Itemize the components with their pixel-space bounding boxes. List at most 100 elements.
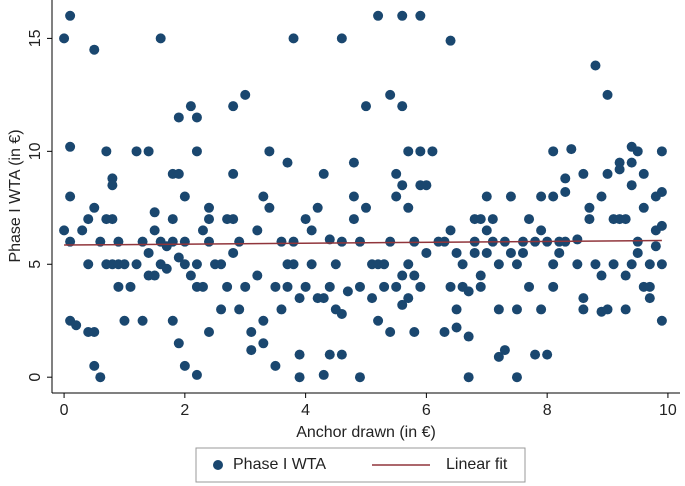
point [173, 168, 184, 179]
point [77, 225, 88, 236]
point [318, 369, 329, 380]
x-tick-label: 8 [543, 402, 552, 419]
point [632, 247, 643, 258]
point [191, 259, 202, 270]
x-tick-label: 2 [180, 402, 189, 419]
point [282, 157, 293, 168]
point [348, 157, 359, 168]
point [578, 293, 589, 304]
point [409, 270, 420, 281]
point [258, 338, 269, 349]
point [638, 202, 649, 213]
point [445, 225, 456, 236]
x-tick-label: 6 [422, 402, 431, 419]
point [536, 225, 547, 236]
point [318, 293, 329, 304]
point [336, 308, 347, 319]
legend-box [195, 447, 526, 483]
point [276, 236, 287, 247]
point [300, 214, 311, 225]
point [445, 35, 456, 46]
point [204, 202, 214, 213]
point [644, 259, 655, 270]
point [403, 146, 414, 157]
point [240, 89, 251, 100]
point [415, 146, 426, 157]
point [409, 327, 420, 338]
point [397, 270, 408, 281]
point [602, 168, 613, 179]
point [252, 270, 263, 281]
point [602, 304, 613, 315]
point [179, 236, 190, 247]
point [638, 168, 649, 179]
point [632, 146, 643, 157]
point [161, 263, 172, 274]
point [391, 191, 402, 202]
point [554, 247, 565, 258]
point [191, 146, 202, 157]
point [191, 112, 202, 123]
legend-label: Phase I WTA [233, 456, 326, 473]
point [324, 234, 335, 245]
point [379, 281, 390, 292]
point [264, 202, 275, 213]
point [451, 247, 462, 258]
point [282, 281, 293, 292]
point [596, 191, 607, 202]
point [143, 146, 154, 157]
point [632, 236, 643, 247]
point [596, 270, 607, 281]
point [584, 202, 595, 213]
point [445, 281, 456, 292]
point [463, 286, 474, 297]
point [397, 180, 408, 191]
point [336, 236, 347, 247]
point [354, 372, 365, 383]
point [258, 315, 269, 326]
point [566, 144, 577, 155]
point [620, 214, 631, 225]
point [560, 173, 571, 184]
point [101, 146, 112, 157]
point [530, 349, 541, 360]
point [306, 225, 317, 236]
y-tick-label: 10 [27, 142, 44, 160]
point [264, 146, 275, 157]
point [173, 252, 184, 263]
x-axis-label: Anchor drawn (in €) [296, 424, 436, 441]
point [149, 207, 160, 218]
point [590, 60, 601, 71]
point [149, 270, 160, 281]
x-tick-label: 0 [60, 402, 69, 419]
x-tick-label: 4 [301, 402, 310, 419]
point [288, 236, 299, 247]
point [197, 281, 208, 292]
point [373, 10, 384, 21]
point [179, 360, 190, 371]
point [173, 112, 184, 123]
point [258, 191, 269, 202]
point [560, 186, 571, 197]
point [324, 349, 335, 360]
point [89, 360, 100, 371]
point [288, 259, 299, 270]
point [185, 101, 196, 112]
point [644, 293, 655, 304]
point [149, 225, 160, 236]
point [650, 241, 661, 252]
point [228, 168, 239, 179]
point [294, 372, 305, 383]
point [173, 338, 184, 349]
point [451, 304, 462, 315]
point [548, 259, 559, 270]
point [234, 236, 245, 247]
point [572, 234, 583, 245]
point [463, 331, 474, 342]
point [336, 349, 347, 360]
point [548, 281, 559, 292]
point [143, 247, 154, 258]
point [204, 214, 214, 225]
point [155, 33, 166, 44]
